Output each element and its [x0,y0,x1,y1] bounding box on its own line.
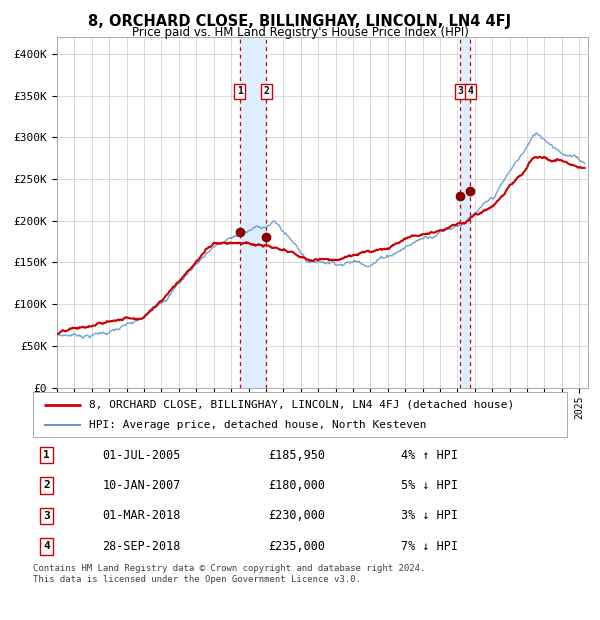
Bar [460,37,470,387]
Text: 4: 4 [43,541,50,551]
Text: 10-JAN-2007: 10-JAN-2007 [103,479,181,492]
Text: £180,000: £180,000 [268,479,325,492]
Text: 4: 4 [467,86,473,97]
Text: £235,000: £235,000 [268,540,325,552]
Text: Price paid vs. HM Land Registry's House Price Index (HPI): Price paid vs. HM Land Registry's House … [131,26,469,39]
Text: 01-JUL-2005: 01-JUL-2005 [103,449,181,461]
Text: 01-MAR-2018: 01-MAR-2018 [103,510,181,522]
Text: 7% ↓ HPI: 7% ↓ HPI [401,540,458,552]
Text: 4% ↑ HPI: 4% ↑ HPI [401,449,458,461]
Bar [240,37,266,387]
Text: 3: 3 [457,86,463,97]
Text: 2: 2 [263,86,269,97]
Text: Contains HM Land Registry data © Crown copyright and database right 2024.
This d: Contains HM Land Registry data © Crown c… [33,564,425,583]
Text: 8, ORCHARD CLOSE, BILLINGHAY, LINCOLN, LN4 4FJ: 8, ORCHARD CLOSE, BILLINGHAY, LINCOLN, L… [88,14,512,29]
Text: 1: 1 [237,86,242,97]
Text: 28-SEP-2018: 28-SEP-2018 [103,540,181,552]
Text: HPI: Average price, detached house, North Kesteven: HPI: Average price, detached house, Nort… [89,420,427,430]
Text: 1: 1 [43,450,50,460]
Text: 3% ↓ HPI: 3% ↓ HPI [401,510,458,522]
Text: 2: 2 [43,480,50,490]
Text: 8, ORCHARD CLOSE, BILLINGHAY, LINCOLN, LN4 4FJ (detached house): 8, ORCHARD CLOSE, BILLINGHAY, LINCOLN, L… [89,399,514,410]
Text: £230,000: £230,000 [268,510,325,522]
Text: 3: 3 [43,511,50,521]
Text: £185,950: £185,950 [268,449,325,461]
Text: 5% ↓ HPI: 5% ↓ HPI [401,479,458,492]
